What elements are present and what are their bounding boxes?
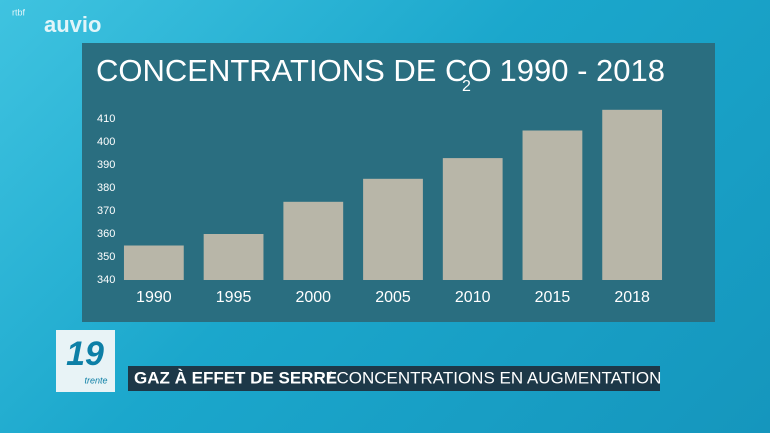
chart-title-subscript: 2 xyxy=(462,78,471,95)
bar xyxy=(283,201,344,280)
y-tick-label: 410 xyxy=(97,113,115,125)
banner xyxy=(128,366,660,391)
x-tick-label: 1990 xyxy=(136,289,172,306)
bar xyxy=(522,130,583,280)
bar xyxy=(602,109,663,280)
y-tick-label: 400 xyxy=(97,136,115,148)
program-number: 19 xyxy=(66,335,104,373)
chart-title: CONCENTRATIONS DE CO xyxy=(96,53,492,88)
bar xyxy=(203,234,264,280)
banner-headline: / CONCENTRATIONS EN AUGMENTATION xyxy=(327,368,661,387)
bar xyxy=(442,158,503,280)
logo-brand: rtbf xyxy=(12,7,26,17)
x-tick-label: 2005 xyxy=(375,289,411,306)
x-tick-label: 2015 xyxy=(535,289,571,306)
x-tick-label: 1995 xyxy=(216,289,252,306)
y-tick-label: 380 xyxy=(97,182,115,194)
bar xyxy=(363,178,423,280)
y-tick-label: 340 xyxy=(97,274,115,286)
x-tick-label: 2010 xyxy=(455,289,491,306)
logo-product: auvio xyxy=(44,12,101,37)
x-tick-label: 2018 xyxy=(614,289,650,306)
y-tick-label: 390 xyxy=(97,159,115,171)
program-logo xyxy=(56,330,115,392)
y-tick-label: 370 xyxy=(97,205,115,217)
y-tick-label: 350 xyxy=(97,251,115,263)
chart-period: 1990 - 2018 xyxy=(500,53,665,88)
y-tick-label: 360 xyxy=(97,228,115,240)
banner-topic: GAZ À EFFET DE SERRE xyxy=(134,368,337,387)
x-tick-label: 2000 xyxy=(295,289,331,306)
program-name: trente xyxy=(84,375,107,385)
bar xyxy=(123,245,184,280)
